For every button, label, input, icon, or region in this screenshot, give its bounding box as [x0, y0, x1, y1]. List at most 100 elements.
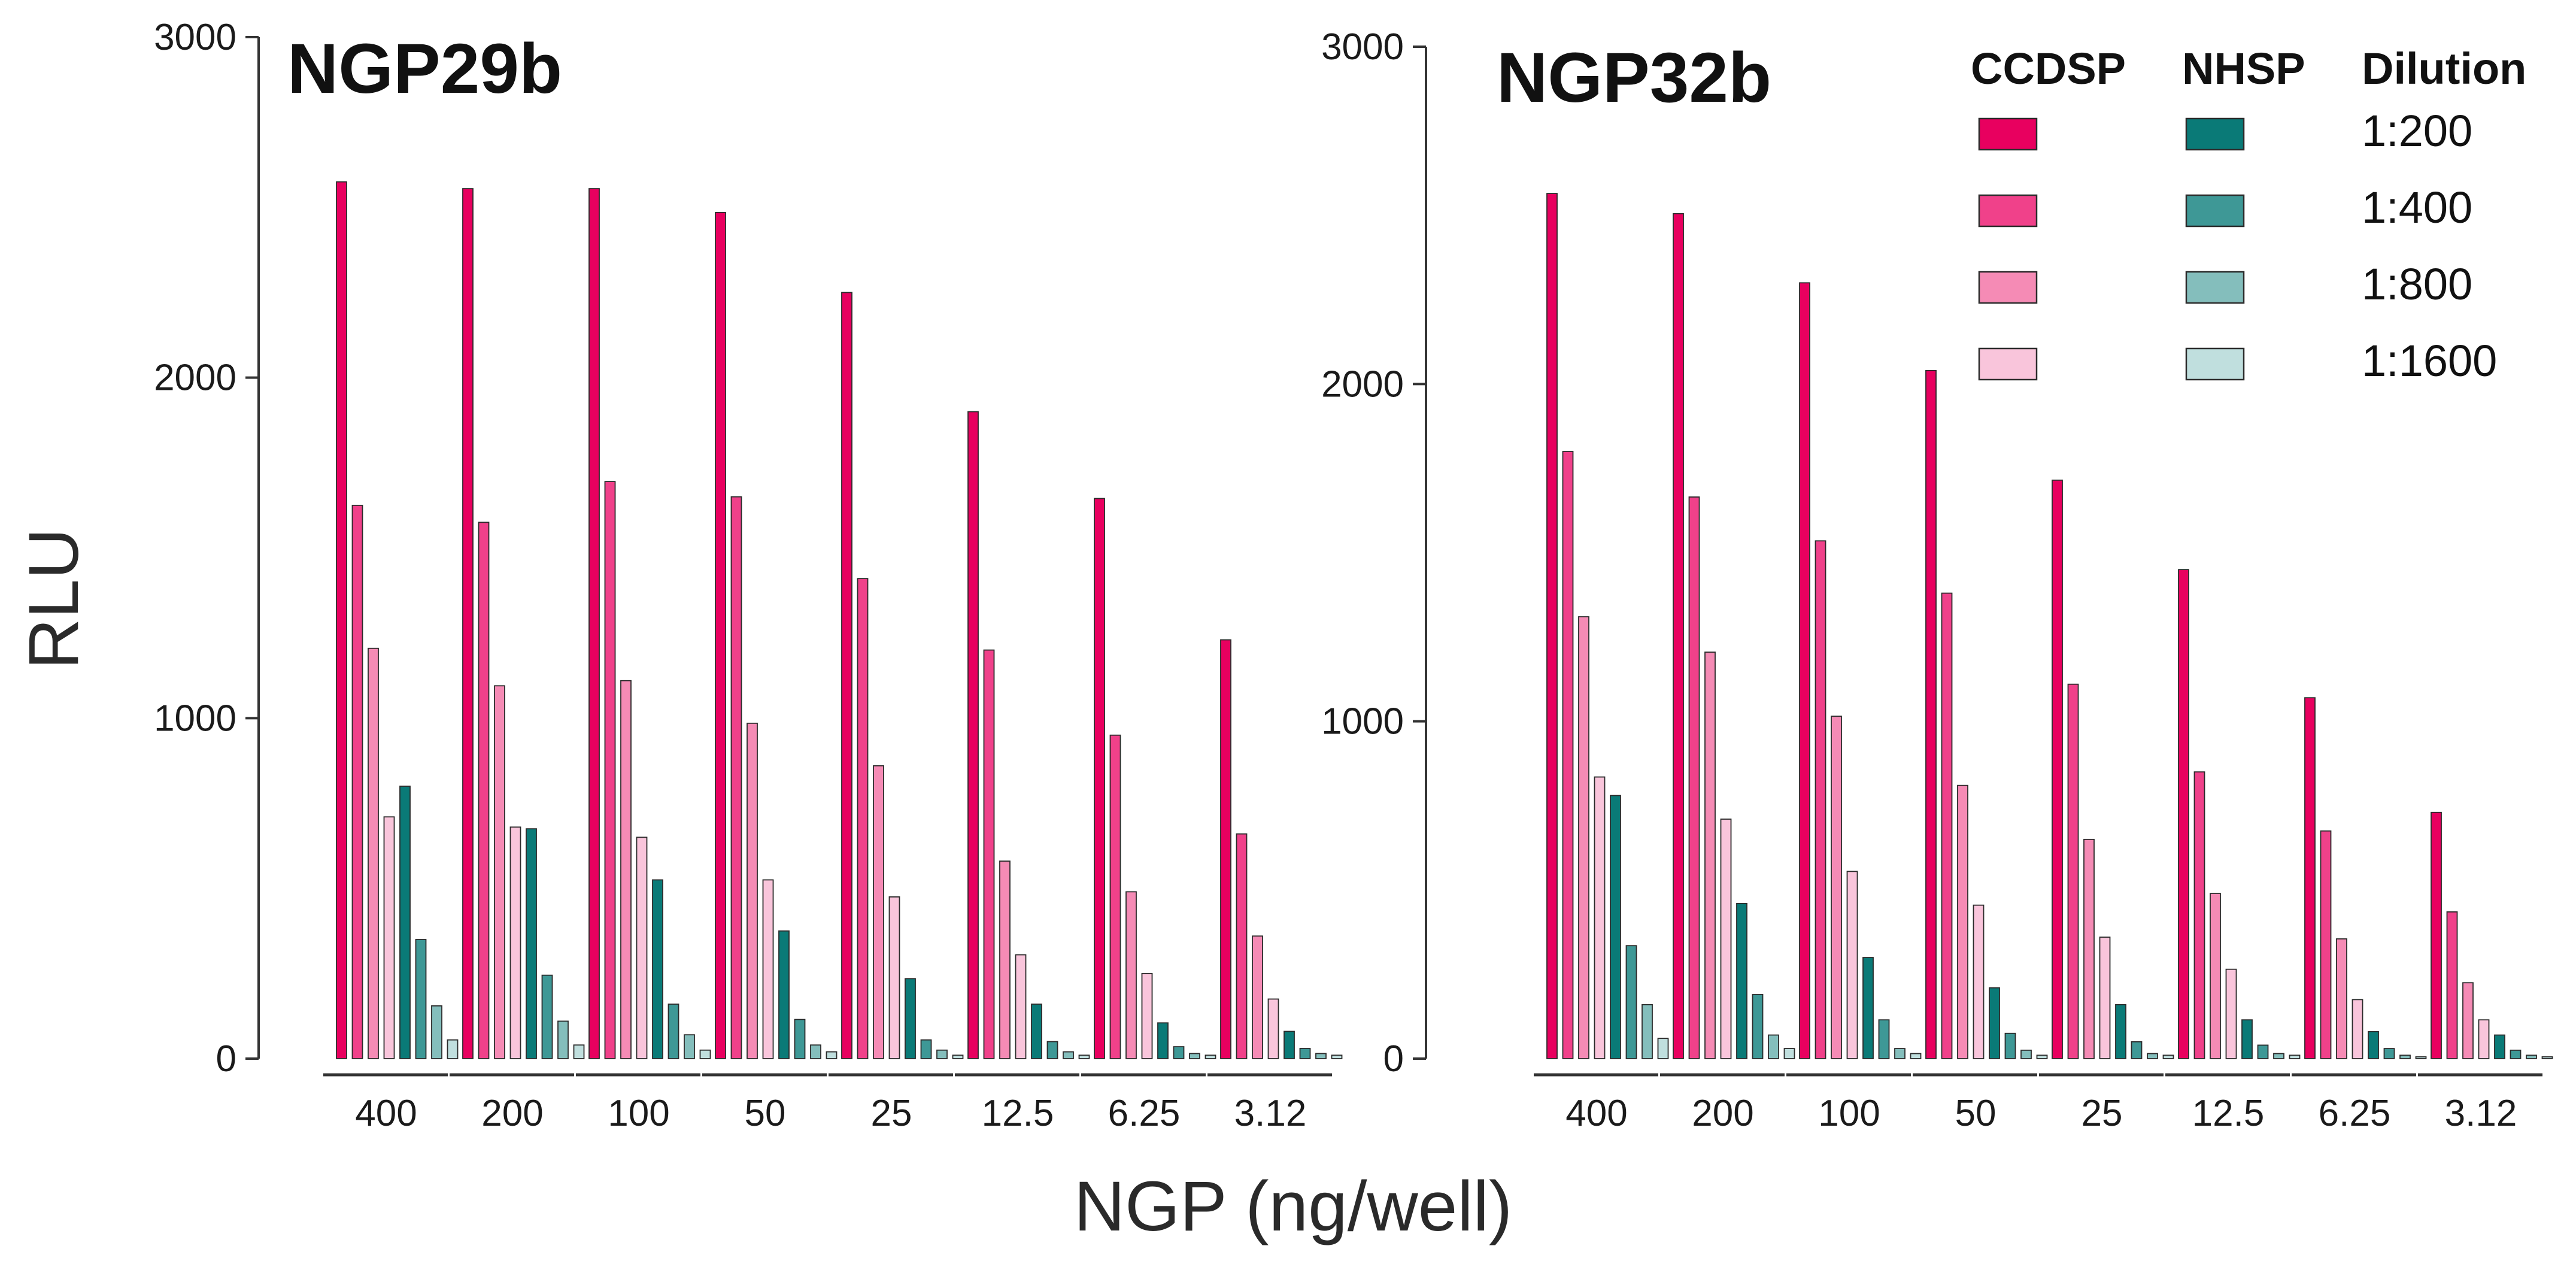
bar-nhsp-2-400 [431, 1005, 442, 1059]
bar-ccdsp-2-6.25 [1125, 891, 1137, 1059]
legend-swatch-nhsp [2185, 347, 2245, 381]
bar-nhsp-0-25 [905, 978, 916, 1059]
x-tick-label: 200 [1692, 1093, 1753, 1134]
bar-nhsp-2-400 [1642, 1004, 1653, 1059]
bar-ccdsp-0-100 [588, 188, 600, 1059]
bar-nhsp-0-100 [652, 879, 663, 1059]
bar-nhsp-0-400 [1610, 795, 1621, 1059]
bar-nhsp-1-6.25 [1173, 1046, 1185, 1059]
bar-nhsp-1-50 [2004, 1032, 2016, 1059]
category-group-50: 50 [1913, 369, 2048, 1134]
bar-nhsp-3-25 [952, 1054, 964, 1059]
bar-nhsp-2-3.12 [2526, 1054, 2537, 1059]
bar-nhsp-3-6.25 [2415, 1056, 2427, 1059]
bar-ccdsp-2-6.25 [2336, 938, 2347, 1059]
bar-ccdsp-2-100 [620, 680, 632, 1059]
bar-nhsp-3-50 [2036, 1054, 2048, 1059]
bar-ccdsp-3-50 [1973, 904, 1985, 1059]
y-tick-label: 2000 [154, 357, 236, 399]
category-group-200: 200 [1660, 213, 1795, 1134]
bar-ccdsp-3-3.12 [2478, 1019, 2490, 1059]
bar-nhsp-1-12.5 [1046, 1041, 1058, 1059]
legend-swatch-ccdsp [1978, 271, 2038, 304]
x-tick-label: 100 [608, 1093, 669, 1134]
bar-nhsp-3-200 [573, 1044, 585, 1059]
y-axis-title: RLU [14, 528, 93, 669]
bar-ccdsp-2-400 [368, 647, 379, 1059]
bar-ccdsp-2-25 [873, 765, 884, 1059]
bar-ccdsp-3-6.25 [1141, 972, 1153, 1059]
bar-ccdsp-3-25 [2099, 936, 2111, 1059]
legend-dilution-label: 1:800 [2362, 259, 2472, 309]
category-group-400: 400 [1534, 193, 1669, 1134]
bar-ccdsp-2-200 [494, 685, 505, 1059]
category-group-3.12: 3.12 [1207, 639, 1343, 1134]
bar-nhsp-2-200 [557, 1020, 569, 1059]
bar-nhsp-3-400 [1657, 1038, 1669, 1059]
category-group-12.5: 12.5 [2165, 569, 2301, 1134]
bar-nhsp-1-400 [415, 939, 427, 1059]
bar-nhsp-3-200 [1783, 1048, 1795, 1059]
bar-ccdsp-3-6.25 [2352, 999, 2363, 1059]
bar-nhsp-1-100 [667, 1004, 679, 1059]
panel-title: NGP32b [1497, 38, 1771, 117]
x-tick-label: 12.5 [982, 1093, 1054, 1134]
x-tick-label: 12.5 [2192, 1093, 2265, 1134]
bar-ccdsp-2-3.12 [2462, 982, 2474, 1059]
category-group-25: 25 [829, 292, 964, 1134]
bar-ccdsp-2-100 [1831, 716, 1842, 1059]
bar-ccdsp-1-200 [478, 522, 490, 1059]
y-tick-label: 1000 [154, 698, 236, 739]
bar-nhsp-2-100 [684, 1034, 695, 1059]
category-group-100: 100 [1786, 282, 1922, 1134]
panel-NGP32b: NGP32b 0 1000 2000 3000 400 200 100 50 25 12.5 6.25… [1321, 26, 2553, 1134]
bar-ccdsp-2-200 [1704, 651, 1716, 1059]
legend-swatch-ccdsp [1978, 117, 2038, 151]
bar-nhsp-0-3.12 [1284, 1030, 1295, 1059]
bar-nhsp-3-100 [699, 1049, 711, 1059]
bar-ccdsp-0-200 [1673, 213, 1684, 1059]
category-group-50: 50 [702, 211, 838, 1134]
bar-ccdsp-3-100 [636, 836, 648, 1059]
legend-header-ccdsp: CCDSP [1971, 44, 2126, 93]
x-tick-label: 50 [745, 1093, 786, 1134]
bar-nhsp-3-3.12 [1331, 1054, 1343, 1059]
bar-nhsp-1-200 [1752, 994, 1764, 1059]
y-tick-label: 2000 [1321, 363, 1404, 405]
legend-swatch-ccdsp [1978, 194, 2038, 228]
bar-ccdsp-3-12.5 [1015, 954, 1027, 1059]
bar-ccdsp-1-100 [604, 481, 616, 1059]
y-tick-label: 0 [216, 1038, 236, 1080]
panel-NGP29b: NGP29b 0 1000 2000 3000 400 200 100 50 25 12.5 6.25… [154, 17, 1343, 1134]
bar-ccdsp-0-200 [462, 188, 474, 1059]
y-tick-label: 3000 [1321, 26, 1404, 68]
bar-ccdsp-3-400 [383, 816, 395, 1059]
bar-ccdsp-3-12.5 [2225, 968, 2237, 1059]
bar-ccdsp-0-50 [715, 211, 726, 1059]
bar-nhsp-0-6.25 [2368, 1031, 2379, 1059]
x-tick-label: 6.25 [2319, 1093, 2391, 1134]
legend-header-nhsp: NHSP [2182, 44, 2305, 93]
x-tick-label: 400 [1565, 1093, 1627, 1134]
y-tick-label: 3000 [154, 17, 236, 58]
x-axis-title: NGP (ng/well) [1074, 1167, 1512, 1246]
bar-ccdsp-1-50 [730, 496, 742, 1059]
bar-ccdsp-2-12.5 [2210, 893, 2221, 1059]
legend-swatch-nhsp [2185, 271, 2245, 304]
x-tick-label: 3.12 [1234, 1093, 1307, 1134]
bar-ccdsp-1-3.12 [1236, 833, 1248, 1059]
bar-ccdsp-0-50 [1925, 369, 1937, 1059]
bar-nhsp-1-3.12 [2510, 1050, 2522, 1059]
bar-nhsp-0-200 [526, 828, 537, 1059]
bar-nhsp-2-12.5 [2273, 1053, 2284, 1059]
bar-ccdsp-1-6.25 [1109, 734, 1121, 1059]
legend-swatch-nhsp [2185, 194, 2245, 228]
bar-nhsp-3-50 [826, 1051, 838, 1059]
bar-nhsp-1-200 [541, 974, 553, 1059]
bar-nhsp-0-200 [1736, 902, 1747, 1059]
x-tick-label: 200 [481, 1093, 543, 1134]
category-group-100: 100 [576, 188, 711, 1134]
bar-ccdsp-1-25 [857, 578, 869, 1059]
